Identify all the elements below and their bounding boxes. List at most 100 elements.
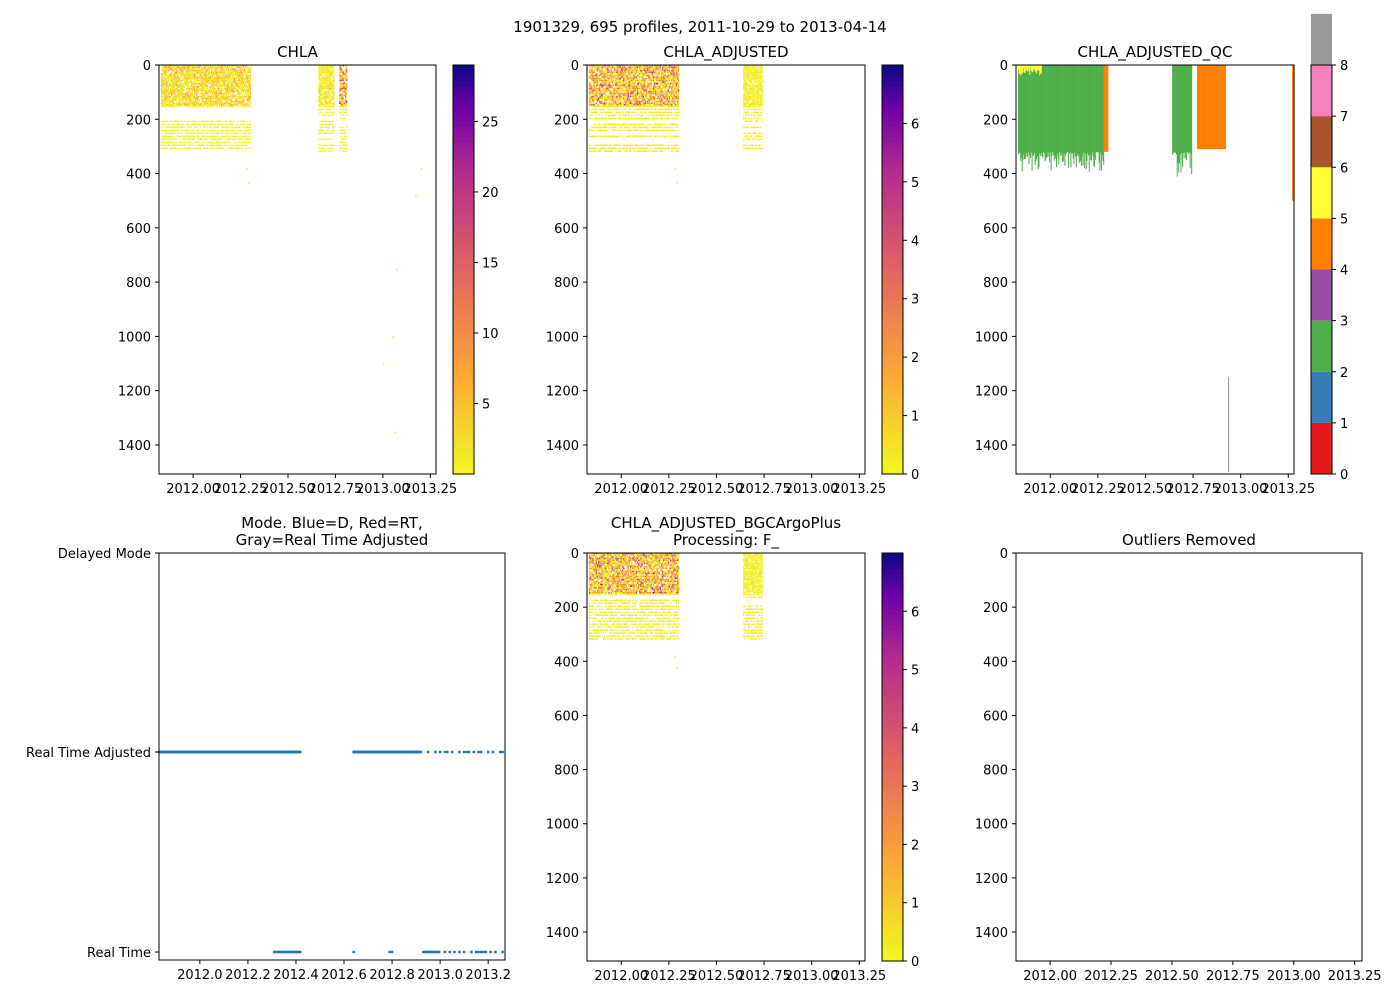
heatmap-cell (213, 145, 214, 147)
heatmap-cell (228, 89, 229, 91)
heatmap-cell (598, 81, 599, 83)
heatmap-cell (669, 78, 670, 80)
heatmap-cell (653, 104, 654, 106)
heatmap-cell (669, 75, 670, 77)
heatmap-cell (671, 70, 672, 72)
heatmap-cell (596, 75, 597, 77)
heatmap-cell (667, 83, 668, 85)
heatmap-cell (321, 81, 322, 83)
heatmap-cell (633, 85, 634, 87)
heatmap-cell (322, 148, 323, 150)
heatmap-cell (180, 88, 181, 90)
heatmap-cell (164, 86, 165, 88)
heatmap-cell (201, 72, 202, 74)
heatmap-cell (332, 148, 333, 150)
heatmap-cell (613, 96, 614, 98)
heatmap-cell (592, 106, 593, 108)
heatmap-cell (677, 67, 678, 69)
heatmap-cell (651, 81, 652, 83)
heatmap-cell (611, 102, 612, 104)
heatmap-cell (624, 89, 625, 91)
heatmap-cell (233, 139, 234, 141)
heatmap-cell (662, 104, 663, 106)
heatmap-cell (229, 139, 230, 141)
heatmap-cell (640, 86, 641, 88)
heatmap-cell (617, 85, 618, 87)
heatmap-cell (656, 68, 657, 70)
heatmap-cell (323, 96, 324, 98)
heatmap-cell (203, 127, 204, 129)
heatmap-cell (672, 91, 673, 93)
heatmap-cell (239, 80, 240, 82)
heatmap-cell (631, 91, 632, 93)
heatmap-cell (211, 136, 212, 138)
heatmap-cell (665, 75, 666, 77)
heatmap-cell (603, 96, 604, 98)
heatmap-cell (329, 81, 330, 83)
heatmap-cell (630, 85, 631, 87)
heatmap-cell (203, 121, 204, 123)
heatmap-cell (629, 67, 630, 69)
heatmap-cell (617, 88, 618, 90)
heatmap-cell (344, 104, 345, 106)
heatmap-cell (210, 121, 211, 123)
heatmap-cell (198, 73, 199, 75)
heatmap-cell (643, 67, 644, 69)
heatmap-cell (162, 73, 163, 75)
heatmap-cell (231, 70, 232, 72)
heatmap-cell (607, 86, 608, 88)
heatmap-cell (632, 76, 633, 78)
colorbar-segment (453, 70, 474, 76)
heatmap-cell (169, 85, 170, 87)
heatmap-cell (344, 145, 345, 147)
heatmap-cell (339, 72, 340, 74)
heatmap-cell (190, 70, 191, 72)
heatmap-cell (640, 85, 641, 87)
heatmap-cell (606, 73, 607, 75)
heatmap-cell (227, 99, 228, 101)
heatmap-cell (177, 102, 178, 104)
heatmap-cell (183, 85, 184, 87)
heatmap-cell (189, 80, 190, 82)
heatmap-cell (204, 130, 205, 132)
heatmap-cell (163, 94, 164, 96)
heatmap-cell (324, 101, 325, 103)
heatmap-cell (329, 67, 330, 69)
heatmap-cell (591, 67, 592, 69)
heatmap-cell (170, 121, 171, 123)
heatmap-cell (212, 91, 213, 93)
heatmap-cell (217, 78, 218, 80)
heatmap-cell (329, 94, 330, 96)
heatmap-cell (165, 88, 166, 90)
heatmap-cell (628, 93, 629, 95)
heatmap-cell (653, 93, 654, 95)
heatmap-cell (617, 81, 618, 83)
y-tick-label: 1000 (118, 330, 151, 345)
heatmap-cell (236, 89, 237, 91)
heatmap-cell (622, 101, 623, 103)
heatmap-cell (332, 76, 333, 78)
heatmap-cell (643, 72, 644, 74)
heatmap-cell (639, 75, 640, 77)
heatmap-cell (216, 99, 217, 101)
heatmap-cell (331, 121, 332, 123)
heatmap-cell (661, 76, 662, 78)
heatmap-cell (210, 81, 211, 83)
heatmap-cell (330, 102, 331, 104)
heatmap-cell (678, 78, 679, 80)
heatmap-cell (612, 85, 613, 87)
heatmap-cell (597, 83, 598, 85)
heatmap-cell (346, 112, 347, 114)
heatmap-cell (243, 98, 244, 100)
heatmap-cell (206, 81, 207, 83)
heatmap-cell (237, 91, 238, 93)
heatmap-cell (236, 136, 237, 138)
heatmap-cell (639, 106, 640, 108)
heatmap-cell (676, 75, 677, 77)
heatmap-cell (213, 124, 214, 126)
heatmap-cell (214, 139, 215, 141)
heatmap-cell (622, 94, 623, 96)
heatmap-cell (672, 80, 673, 82)
heatmap-cell (201, 139, 202, 141)
heatmap-cell (187, 80, 188, 82)
